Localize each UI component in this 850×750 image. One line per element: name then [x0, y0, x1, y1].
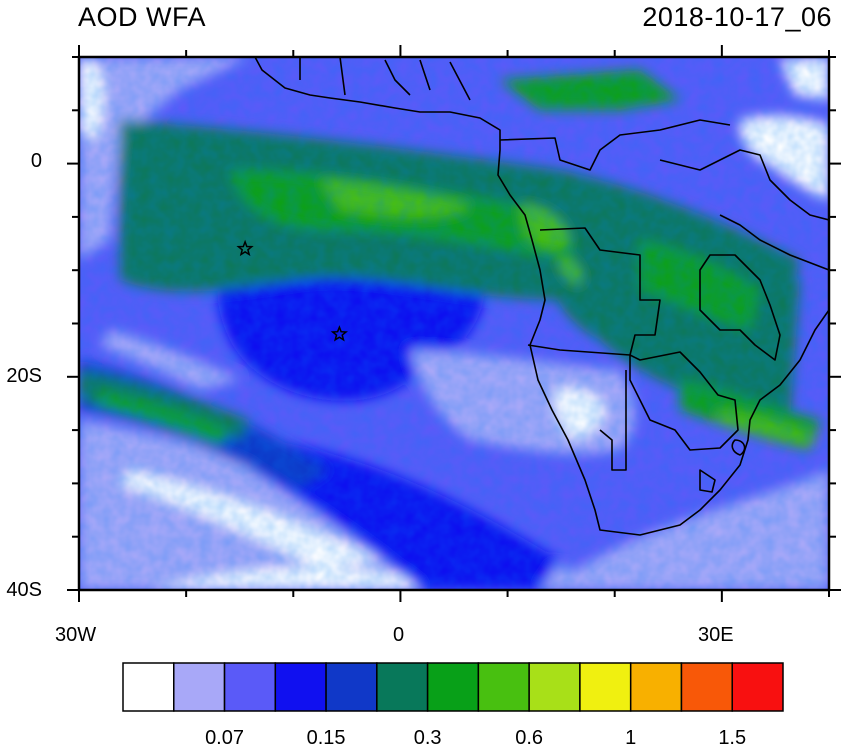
colorbar-swatch: [680, 662, 733, 712]
colorbar-swatch: [274, 662, 327, 712]
colorbar-swatch: [426, 662, 480, 712]
colorbar-tick-label: 0.3: [413, 727, 442, 749]
lon-label-0: 0: [393, 624, 405, 646]
lon-label-30w: 30W: [55, 624, 97, 646]
colorbar-swatch: [477, 662, 530, 712]
colorbar-tick-label: 0.15: [306, 727, 346, 749]
colorbar-swatch: [629, 662, 683, 712]
lat-label-40s: 40S: [6, 579, 42, 601]
colorbar-tick-label: 1.5: [718, 727, 747, 749]
lon-label-30e: 30E: [698, 624, 734, 646]
colorbar-swatch: [223, 662, 277, 712]
colorbar: [122, 662, 784, 712]
colorbar-swatch: [376, 662, 429, 712]
map-timestamp: 2018-10-17_06: [642, 2, 832, 32]
colorbar-swatch: [579, 662, 632, 712]
colorbar-tick-label: 1: [625, 727, 637, 749]
colorbar-swatch: [325, 662, 378, 712]
map-title: AOD WFA: [78, 2, 207, 32]
site-star-2: [330, 325, 348, 342]
colorbar-swatch: [122, 662, 175, 712]
aod-field: [79, 57, 829, 590]
colorbar-swatch: [173, 662, 226, 712]
coastlines: [254, 57, 829, 536]
colorbar-tick-label: 0.07: [205, 727, 244, 749]
lat-label-20s: 20S: [6, 365, 42, 387]
colorbar-swatch: [731, 662, 784, 712]
lat-label-0: 0: [30, 150, 42, 172]
colorbar-tick-label: 0.6: [515, 727, 544, 749]
colorbar-swatch: [528, 662, 581, 712]
site-star-1: [236, 239, 254, 257]
